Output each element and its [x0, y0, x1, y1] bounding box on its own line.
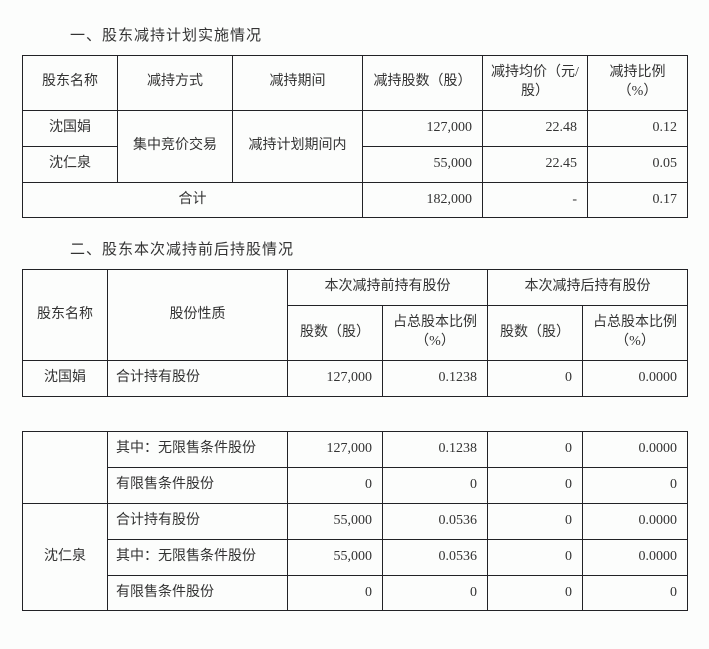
cell-total-shares: 182,000	[363, 182, 483, 218]
cell-shares: 55,000	[363, 146, 483, 182]
sub-ratio-after: 占总股本比例（%）	[583, 306, 688, 361]
cell-name: 沈仁泉	[23, 146, 118, 182]
cell-b: 0	[383, 467, 488, 503]
cell-d: 0.0000	[583, 432, 688, 468]
table-row: 沈国娟 集中竞价交易 减持计划期间内 127,000 22.48 0.12	[23, 110, 688, 146]
col-period: 减持期间	[233, 56, 363, 111]
cell-a: 55,000	[288, 539, 383, 575]
col-price: 减持均价（元/股）	[483, 56, 588, 111]
table-total-row: 合计 182,000 - 0.17	[23, 182, 688, 218]
col-shares: 减持股数（股）	[363, 56, 483, 111]
col-method: 减持方式	[118, 56, 233, 111]
section2-title: 二、股东本次减持前后持股情况	[70, 238, 687, 259]
table-header-row: 股东名称 减持方式 减持期间 减持股数（股） 减持均价（元/股） 减持比例（%）	[23, 56, 688, 111]
cell-d: 0	[583, 575, 688, 611]
sub-shares-before: 股数（股）	[288, 306, 383, 361]
cell-a: 0	[288, 467, 383, 503]
table-holdings-top: 股东名称 股份性质 本次减持前持有股份 本次减持后持有股份 股数（股） 占总股本…	[22, 269, 688, 397]
cell-name-empty	[23, 432, 108, 504]
table-row: 其中：无限售条件股份 127,000 0.1238 0 0.0000	[23, 432, 688, 468]
cell-d: 0.0000	[583, 361, 688, 397]
cell-type: 其中：无限售条件股份	[108, 432, 288, 468]
cell-type: 合计持有股份	[108, 503, 288, 539]
table-holdings-bottom: 其中：无限售条件股份 127,000 0.1238 0 0.0000 有限售条件…	[22, 431, 688, 611]
col-name: 股东名称	[23, 270, 108, 361]
cell-c: 0	[488, 539, 583, 575]
col-after: 本次减持后持有股份	[488, 270, 688, 306]
col-name: 股东名称	[23, 56, 118, 111]
cell-method: 集中竞价交易	[118, 110, 233, 182]
cell-type: 有限售条件股份	[108, 575, 288, 611]
cell-c: 0	[488, 575, 583, 611]
cell-c: 0	[488, 503, 583, 539]
table-header-row: 股东名称 股份性质 本次减持前持有股份 本次减持后持有股份	[23, 270, 688, 306]
cell-a: 127,000	[288, 361, 383, 397]
table-row: 其中：无限售条件股份 55,000 0.0536 0 0.0000	[23, 539, 688, 575]
col-before: 本次减持前持有股份	[288, 270, 488, 306]
cell-ratio: 0.12	[588, 110, 688, 146]
cell-b: 0.0536	[383, 503, 488, 539]
cell-price: 22.45	[483, 146, 588, 182]
table-row: 有限售条件股份 0 0 0 0	[23, 467, 688, 503]
cell-type: 合计持有股份	[108, 361, 288, 397]
table-reduction-plan: 股东名称 减持方式 减持期间 减持股数（股） 减持均价（元/股） 减持比例（%）…	[22, 55, 688, 218]
col-ratio: 减持比例（%）	[588, 56, 688, 111]
cell-total-label: 合计	[23, 182, 363, 218]
cell-c: 0	[488, 467, 583, 503]
cell-a: 0	[288, 575, 383, 611]
cell-ratio: 0.05	[588, 146, 688, 182]
sub-shares-after: 股数（股）	[488, 306, 583, 361]
cell-shares: 127,000	[363, 110, 483, 146]
cell-type: 其中：无限售条件股份	[108, 539, 288, 575]
col-type: 股份性质	[108, 270, 288, 361]
cell-name: 沈仁泉	[23, 503, 108, 611]
cell-period: 减持计划期间内	[233, 110, 363, 182]
table-row: 沈仁泉 合计持有股份 55,000 0.0536 0 0.0000	[23, 503, 688, 539]
cell-a: 55,000	[288, 503, 383, 539]
cell-total-ratio: 0.17	[588, 182, 688, 218]
section1-title: 一、股东减持计划实施情况	[70, 24, 687, 45]
cell-c: 0	[488, 432, 583, 468]
cell-a: 127,000	[288, 432, 383, 468]
cell-name: 沈国娟	[23, 361, 108, 397]
table-row: 沈国娟 合计持有股份 127,000 0.1238 0 0.0000	[23, 361, 688, 397]
cell-price: 22.48	[483, 110, 588, 146]
sub-ratio-before: 占总股本比例（%）	[383, 306, 488, 361]
cell-type: 有限售条件股份	[108, 467, 288, 503]
cell-b: 0.1238	[383, 432, 488, 468]
cell-b: 0.1238	[383, 361, 488, 397]
cell-d: 0.0000	[583, 503, 688, 539]
table-row: 有限售条件股份 0 0 0 0	[23, 575, 688, 611]
cell-d: 0	[583, 467, 688, 503]
cell-b: 0.0536	[383, 539, 488, 575]
cell-c: 0	[488, 361, 583, 397]
cell-d: 0.0000	[583, 539, 688, 575]
cell-b: 0	[383, 575, 488, 611]
cell-name: 沈国娟	[23, 110, 118, 146]
cell-total-price: -	[483, 182, 588, 218]
